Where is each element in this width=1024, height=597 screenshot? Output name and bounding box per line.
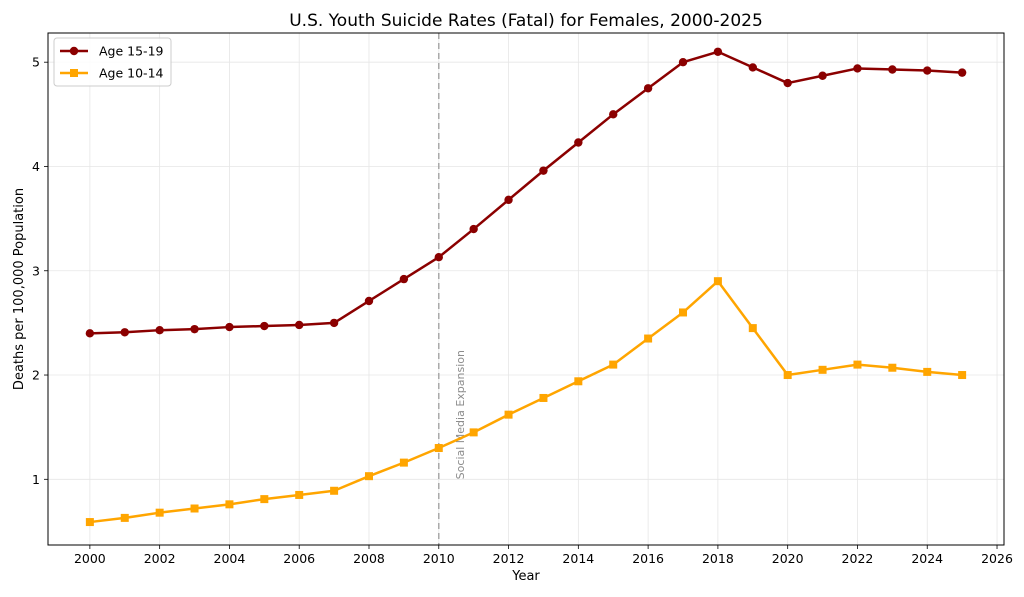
data-point [260, 495, 269, 504]
chart-title: U.S. Youth Suicide Rates (Fatal) for Fem… [289, 11, 763, 31]
annotation-text: Social Media Expansion [454, 350, 467, 479]
data-point [923, 66, 932, 75]
x-axis-label: Year [511, 569, 540, 584]
data-point [399, 458, 408, 467]
data-point [783, 371, 792, 380]
data-point [713, 47, 723, 56]
x-tick-label: 2012 [493, 551, 525, 566]
x-tick-label: 2020 [772, 551, 804, 566]
data-point [504, 195, 513, 205]
x-tick-label: 2026 [981, 551, 1013, 566]
y-tick-label: 4 [32, 159, 40, 174]
y-tick-label: 1 [32, 472, 40, 487]
series-2 [85, 277, 967, 527]
data-point [644, 334, 653, 343]
data-point [957, 68, 967, 77]
series-1 [85, 47, 967, 338]
data-point [155, 508, 164, 517]
data-point [225, 500, 234, 509]
x-tick-label: 2016 [632, 551, 664, 566]
y-axis: 1 2 3 4 5 [32, 55, 48, 487]
data-point [818, 71, 827, 80]
x-tick-label: 2004 [214, 551, 246, 566]
data-point [643, 84, 653, 93]
data-point [679, 308, 688, 317]
data-point [853, 360, 862, 369]
x-tick-label: 2022 [842, 551, 874, 566]
x-tick-label: 2018 [702, 551, 734, 566]
data-point [364, 472, 373, 481]
data-point [783, 78, 792, 88]
data-point [888, 363, 897, 372]
data-point [120, 328, 129, 337]
data-point [190, 504, 199, 513]
y-axis-label: Deaths per 100,000 Population [12, 188, 27, 390]
data-point [748, 63, 757, 72]
data-point [85, 329, 95, 338]
data-point [295, 490, 304, 499]
data-point [504, 410, 513, 419]
data-point [748, 324, 757, 333]
data-point [329, 318, 339, 328]
x-tick-label: 2024 [911, 551, 943, 566]
data-point [260, 321, 269, 331]
data-point [364, 296, 374, 306]
data-point [225, 322, 234, 332]
data-point [888, 65, 897, 74]
x-axis: 2000 2002 2004 2006 2008 2010 2012 2014 2016 2018… [74, 545, 1013, 566]
legend-label: Age 10-14 [99, 66, 164, 81]
data-point [609, 110, 618, 119]
data-point [330, 486, 339, 495]
data-point [574, 377, 583, 386]
x-tick-label: 2008 [353, 551, 385, 566]
data-point [818, 365, 827, 374]
series-line [89, 50, 963, 335]
data-point [399, 274, 409, 284]
annotation-layer: Social Media Expansion [438, 33, 467, 545]
x-tick-label: 2006 [283, 551, 315, 566]
legend-label: Age 15-19 [99, 44, 164, 59]
x-tick-label: 2010 [423, 551, 455, 566]
data-point [295, 320, 304, 330]
y-tick-label: 2 [32, 368, 40, 383]
legend: Age 15-19 Age 10-14 [53, 37, 172, 87]
series-line [89, 279, 963, 524]
data-point [958, 371, 967, 380]
data-point [155, 325, 164, 335]
data-point [853, 64, 862, 73]
data-point [609, 360, 618, 369]
data-point [190, 324, 199, 334]
legend-marker [70, 69, 78, 77]
data-point [434, 444, 443, 453]
x-tick-label: 2014 [562, 551, 594, 566]
plot-area-frame [47, 32, 1005, 546]
y-tick-label: 3 [32, 263, 40, 278]
data-point [469, 428, 478, 437]
data-point [539, 393, 548, 402]
data-point [678, 57, 688, 67]
data-point [923, 367, 932, 376]
data-point [85, 518, 94, 527]
data-point [539, 166, 548, 175]
data-point [713, 277, 722, 286]
data-point [434, 252, 443, 262]
y-tick-label: 5 [32, 55, 40, 70]
data-point [469, 224, 478, 234]
legend-marker [69, 46, 79, 56]
x-tick-label: 2000 [74, 551, 106, 566]
series-layer [85, 47, 967, 527]
data-point [120, 513, 129, 522]
grid [48, 33, 1004, 545]
x-tick-label: 2002 [144, 551, 176, 566]
data-point [574, 138, 583, 147]
